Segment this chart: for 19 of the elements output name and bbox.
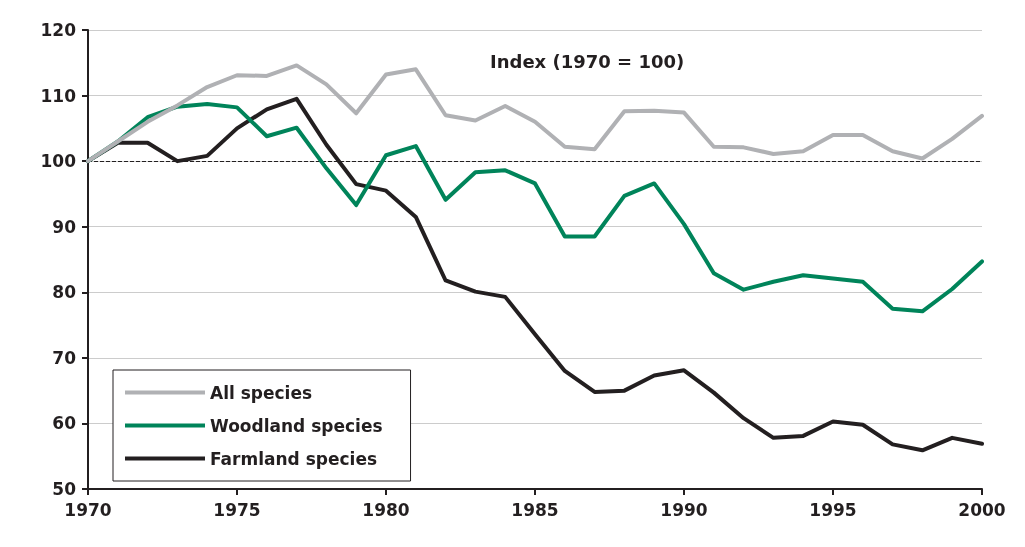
annotation: Index (1970 = 100) bbox=[490, 50, 685, 72]
legend-label: Woodland species bbox=[210, 415, 383, 436]
legend-label: Farmland species bbox=[210, 448, 378, 469]
x-tick-label: 1970 bbox=[64, 499, 112, 520]
x-tick-label: 2000 bbox=[958, 499, 1006, 520]
y-tick-label: 50 bbox=[52, 479, 77, 499]
y-tick-label: 60 bbox=[52, 413, 77, 434]
x-tick-label: 1995 bbox=[809, 499, 857, 520]
legend-label: All species bbox=[210, 382, 313, 403]
x-tick-label: 1980 bbox=[362, 499, 410, 520]
y-tick-label: 100 bbox=[40, 151, 77, 172]
y-tick-label: 80 bbox=[52, 282, 77, 303]
x-tick-label: 1975 bbox=[213, 499, 261, 520]
y-tick-label: 120 bbox=[40, 20, 77, 40]
y-tick-label: 110 bbox=[40, 85, 77, 106]
y-tick-label: 90 bbox=[52, 216, 77, 237]
x-tick-label: 1985 bbox=[511, 499, 559, 520]
x-tick-label: 1990 bbox=[660, 499, 708, 520]
y-tick-label: 70 bbox=[52, 347, 77, 368]
